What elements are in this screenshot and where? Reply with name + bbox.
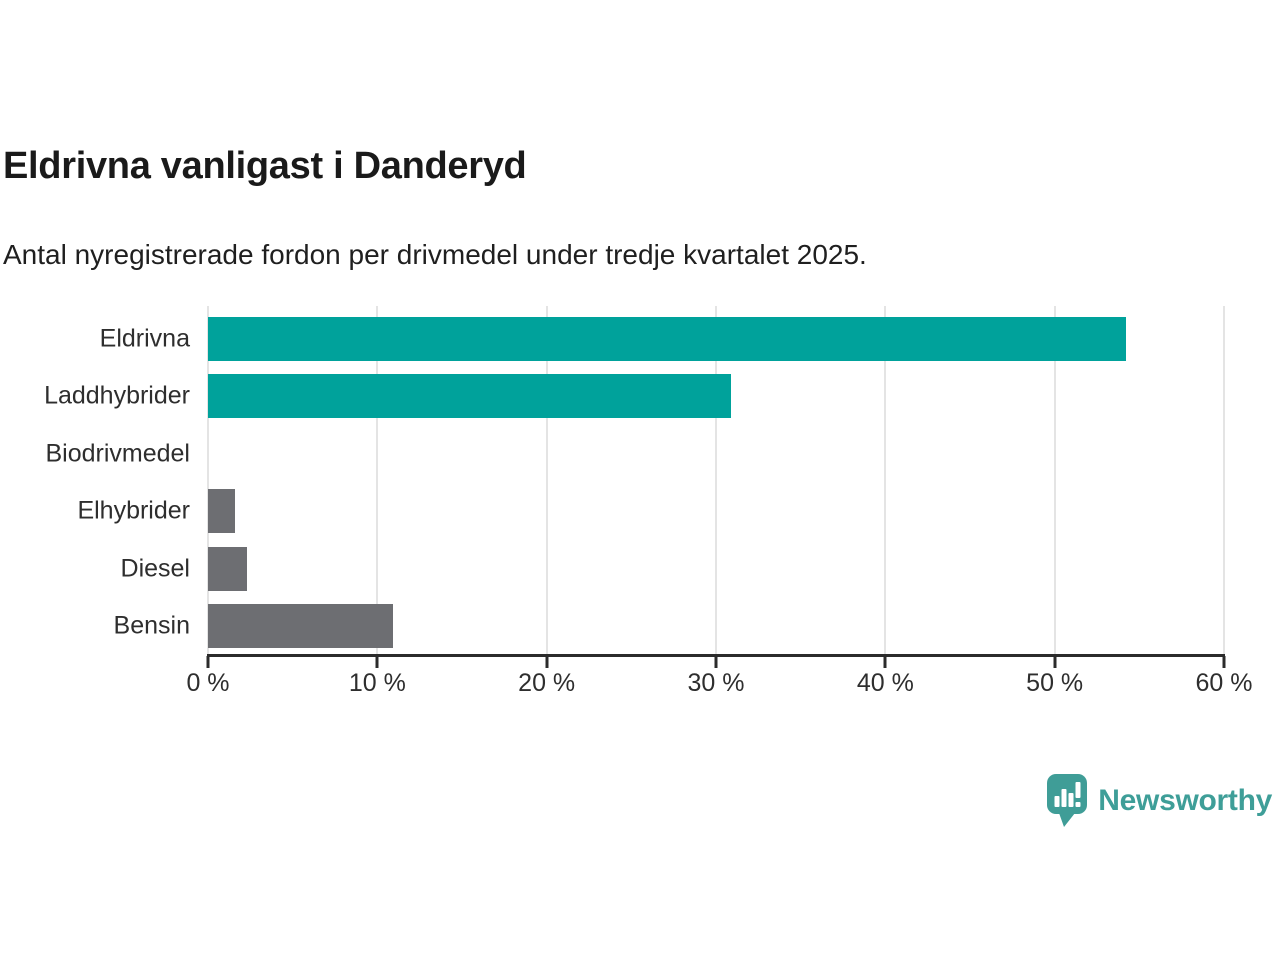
- gridline-20: [545, 306, 548, 655]
- category-label-biodrivmedel: Biodrivmedel: [45, 439, 190, 468]
- category-axis-labels: Eldrivna Laddhybrider Biodrivmedel Elhybrid…: [0, 310, 190, 655]
- bar-bensin: [208, 604, 393, 649]
- x-axis-tick-50: [1053, 656, 1057, 668]
- category-label-bensin: Bensin: [113, 611, 190, 640]
- x-axis-tick-60: [1222, 656, 1226, 668]
- x-axis-tick-label-10: 10 %: [348, 669, 406, 697]
- x-axis-tick-label-30: 30 %: [687, 669, 745, 697]
- x-axis-tick-label-40: 40 %: [856, 669, 914, 697]
- category-label-eldrivna: Eldrivna: [99, 324, 190, 353]
- x-axis-tick-label-0: 0 %: [186, 669, 230, 697]
- x-axis-tick-label-20: 20 %: [518, 669, 576, 697]
- x-axis-tick-label-60: 60 %: [1195, 669, 1253, 697]
- bar-chart-plot: [207, 306, 1225, 655]
- x-axis-tick-30: [714, 656, 718, 668]
- chart-title: Eldrivna vanligast i Danderyd: [3, 145, 527, 187]
- newsworthy-speech-bubble-chart-icon: [1047, 774, 1088, 827]
- logo-text: Newsworthy: [1098, 783, 1272, 817]
- chart-subtitle: Antal nyregistrerade fordon per drivmede…: [3, 239, 867, 270]
- bar-elhybrider: [208, 489, 236, 534]
- category-label-diesel: Diesel: [120, 554, 190, 583]
- newsworthy-logo: Newsworthy: [1045, 773, 1272, 828]
- bar-eldrivna: [208, 316, 1126, 361]
- gridline-50: [1053, 306, 1056, 655]
- bar-laddhybrider: [208, 374, 732, 419]
- x-axis-line: [207, 654, 1225, 657]
- x-axis-tick-20: [545, 656, 549, 668]
- x-axis-tick-label-50: 50 %: [1026, 669, 1084, 697]
- x-axis-tick-10: [375, 656, 379, 668]
- category-label-elhybrider: Elhybrider: [77, 496, 190, 525]
- x-axis-tick-40: [883, 656, 887, 668]
- bar-diesel: [208, 546, 247, 591]
- gridline-10: [376, 306, 379, 655]
- gridline-30: [715, 306, 717, 655]
- x-axis-tick-0: [206, 656, 210, 668]
- gridline-60: [1223, 306, 1225, 655]
- gridline-40: [884, 306, 887, 655]
- gridline-0: [207, 306, 209, 655]
- category-label-laddhybrider: Laddhybrider: [44, 381, 190, 410]
